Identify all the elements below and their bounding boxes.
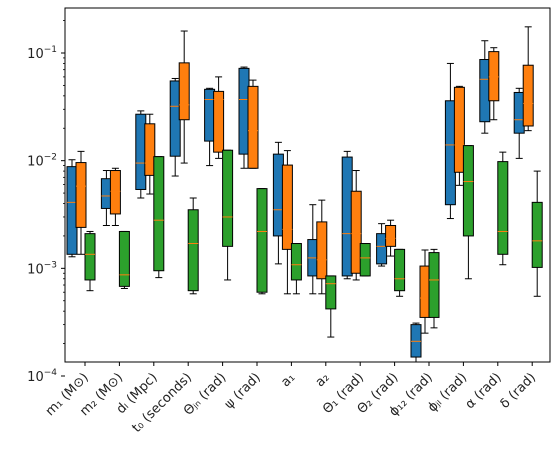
box-series-2-4 <box>178 30 190 164</box>
box-body <box>531 201 543 268</box>
box-series-3-14 <box>531 170 543 297</box>
box-series-3-11 <box>428 248 440 329</box>
box-body <box>359 243 371 277</box>
box-series-3-12 <box>462 145 474 280</box>
box-body <box>109 170 121 215</box>
box-series-3-7 <box>290 243 302 295</box>
box-body <box>316 221 328 280</box>
box-series-3-10 <box>394 248 406 297</box>
box-series-3-2 <box>118 230 130 289</box>
box-body <box>187 209 199 292</box>
y-tick-label: 10−2 <box>27 153 57 170</box>
box-series-2-2 <box>109 167 121 226</box>
box-series-3-6 <box>256 188 268 295</box>
box-series-3-13 <box>497 151 509 266</box>
box-series-1-4 <box>169 77 181 177</box>
box-series-2-13 <box>488 47 500 121</box>
y-tick-label: 10−4 <box>27 368 57 385</box>
box-body <box>281 164 293 250</box>
boxes-layer <box>66 26 543 362</box>
box-body <box>488 51 500 102</box>
box-body <box>222 149 234 247</box>
box-series-2-6 <box>247 79 259 169</box>
box-body <box>428 252 440 318</box>
box-body <box>462 145 474 237</box>
plot-frame <box>64 7 551 363</box>
box-body <box>497 161 509 255</box>
box-body <box>522 64 534 127</box>
box-series-3-1 <box>84 230 96 292</box>
box-body <box>118 230 130 287</box>
box-series-3-9 <box>359 243 371 277</box>
box-series-2-14 <box>522 26 534 132</box>
box-body <box>75 162 87 228</box>
box-series-2-9 <box>350 170 362 281</box>
box-series-3-5 <box>222 149 234 281</box>
box-body <box>376 233 388 265</box>
box-body <box>350 190 362 274</box>
box-body <box>247 85 259 169</box>
box-series-3-3 <box>153 156 165 279</box>
box-body <box>213 90 225 153</box>
box-series-2-7 <box>281 150 293 295</box>
box-body <box>178 62 190 121</box>
box-series-1-10 <box>376 223 388 267</box>
box-series-2-10 <box>385 219 397 257</box>
box-series-3-4 <box>187 197 199 295</box>
box-series-2-1 <box>75 150 87 255</box>
y-tick-label: 10−1 <box>27 45 57 62</box>
box-series-3-8 <box>325 275 337 338</box>
box-body <box>385 224 397 247</box>
box-series-2-12 <box>453 85 465 186</box>
box-series-1-11 <box>410 322 422 362</box>
box-body <box>144 123 156 176</box>
box-body <box>290 243 302 281</box>
box-body <box>84 233 96 281</box>
y-tick-label: 10−3 <box>27 260 57 277</box>
box-series-2-5 <box>213 76 225 159</box>
box-body <box>394 248 406 292</box>
y-axis: 10−4 10−3 10−2 10−1 <box>27 20 65 385</box>
box-body <box>153 156 165 272</box>
box-body <box>453 86 465 173</box>
box-series-2-8 <box>316 199 328 295</box>
box-body <box>256 188 268 293</box>
box-body <box>325 275 337 310</box>
box-series-2-3 <box>144 113 156 195</box>
